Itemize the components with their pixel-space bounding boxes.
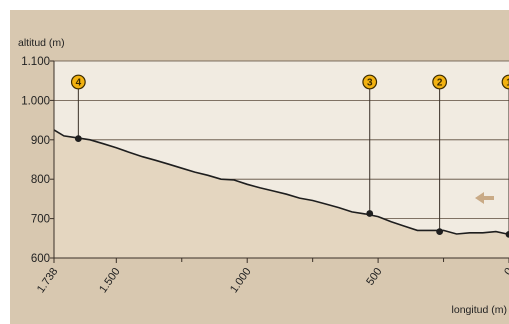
axes — [50, 60, 509, 263]
marker-badge — [432, 74, 448, 90]
y-axis-title: altitud (m) — [18, 37, 65, 49]
y-tick-label: 700 — [31, 214, 50, 226]
x-tick-label: 0 — [502, 266, 509, 278]
route-marker-4: 4 — [70, 74, 86, 143]
y-tick-label: 900 — [31, 135, 50, 147]
y-tick-label: 600 — [31, 253, 50, 265]
marker-point — [366, 210, 374, 217]
y-tick-label: 800 — [31, 174, 50, 186]
marker-badge — [362, 74, 378, 90]
marker-badge — [501, 74, 509, 90]
marker-point — [436, 228, 444, 236]
marker-label: 1 — [506, 78, 509, 89]
y-tick-label: 1.000 — [21, 95, 50, 107]
direction-arrow-icon — [475, 192, 494, 204]
marker-point — [505, 230, 509, 238]
marker-badge — [70, 74, 86, 90]
marker-label: 2 — [437, 78, 443, 89]
marker-label: 4 — [76, 78, 82, 89]
elevation-line — [53, 129, 509, 236]
y-tick-labels: 600 700 800 900 1.000 1.100 — [21, 56, 50, 265]
elevation-area — [54, 129, 509, 258]
route-marker-3: 3 — [362, 74, 378, 217]
x-axis-title: longitud (m) — [452, 304, 507, 316]
route-markers: 4 3 2 1 — [70, 74, 509, 238]
marker-point — [74, 135, 82, 143]
route-marker-1: 1 — [501, 74, 509, 238]
y-tick-label: 1.100 — [21, 56, 50, 68]
marker-label: 3 — [367, 78, 373, 89]
route-marker-2: 2 — [432, 74, 448, 236]
